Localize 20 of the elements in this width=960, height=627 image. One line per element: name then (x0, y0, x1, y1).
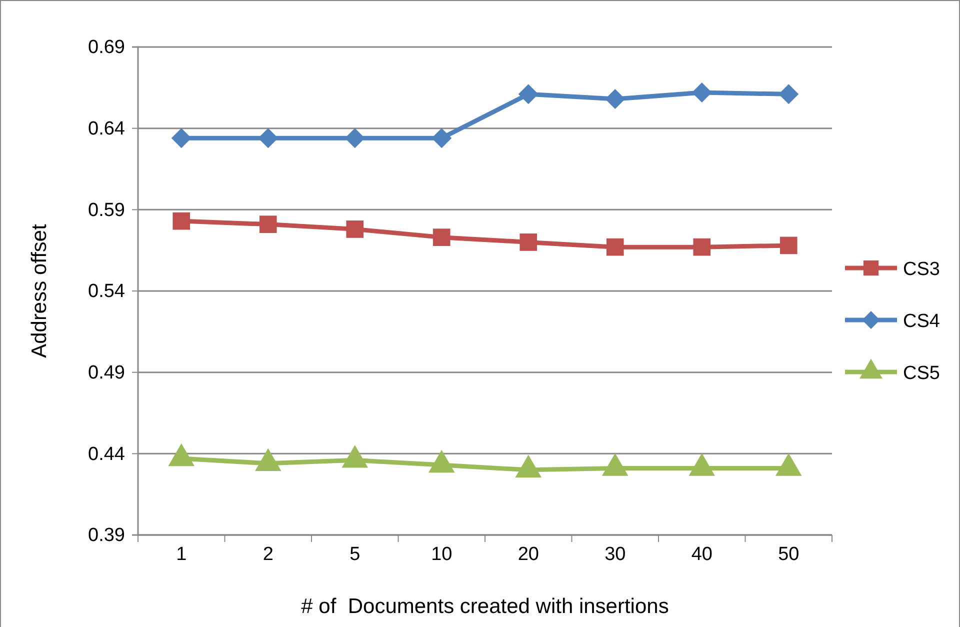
legend-label: CS3 (903, 259, 940, 280)
x-tick-label: 10 (431, 544, 452, 565)
x-tick-label: 5 (350, 544, 360, 565)
x-tick-label: 30 (604, 544, 626, 565)
y-tick-label: 0.44 (88, 444, 126, 465)
x-tick-label: 50 (778, 544, 800, 565)
legend-label: CS4 (903, 311, 940, 332)
legend-label: CS5 (903, 363, 940, 384)
y-tick-label: 0.59 (88, 200, 125, 221)
y-tick-label: 0.49 (88, 362, 125, 384)
x-tick-label: 1 (176, 544, 187, 565)
y-tick-label: 0.64 (88, 118, 126, 140)
x-axis-title: # of Documents created with insertions (301, 595, 669, 618)
x-tick-label: 2 (262, 544, 274, 565)
y-tick-label: 0.69 (88, 37, 125, 58)
y-tick-label: 0.54 (88, 281, 126, 302)
x-tick-label: 20 (518, 544, 539, 565)
y-axis-title: Address offset (28, 224, 51, 358)
y-tick-label: 0.39 (88, 525, 125, 546)
x-tick-label: 40 (691, 544, 712, 565)
